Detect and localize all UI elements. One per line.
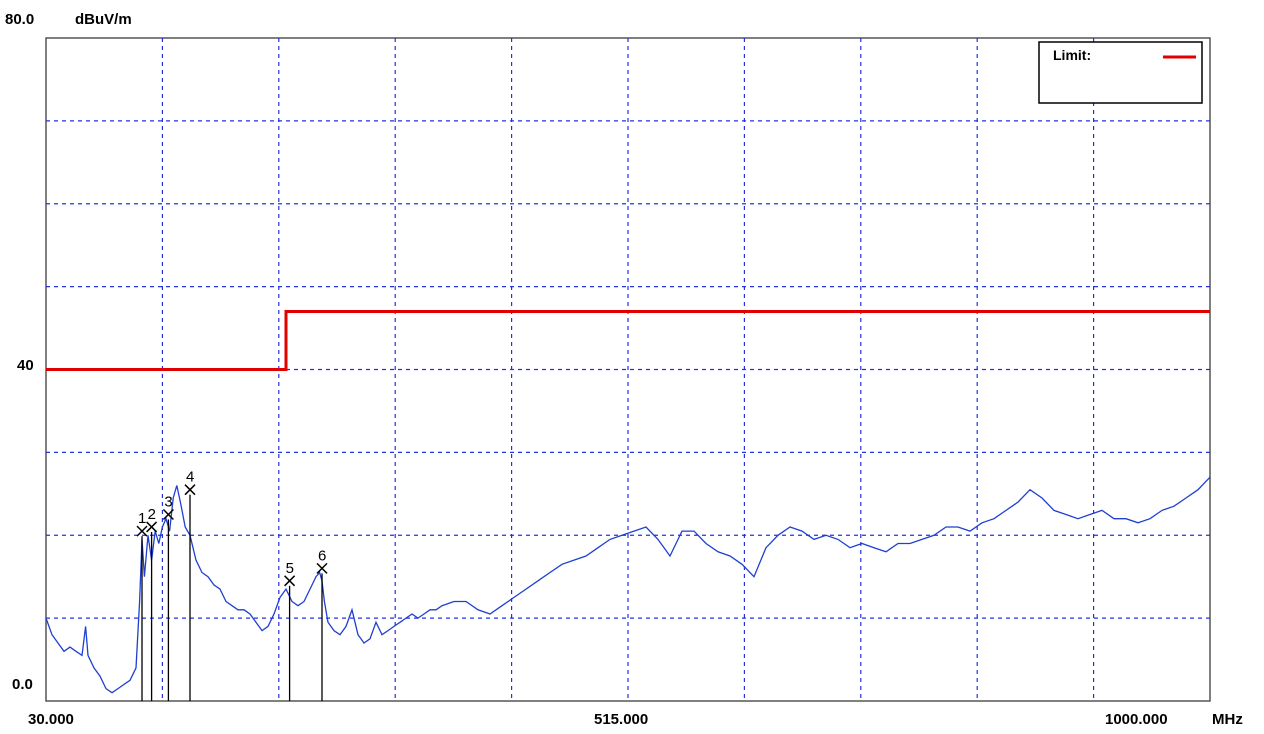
peak-marker-2: 2 [146,506,158,701]
marker-label: 2 [148,506,156,523]
marker-label: 3 [164,494,172,511]
legend-limit-label: Limit: [1053,47,1091,63]
marker-cross [184,484,196,496]
marker-label: 4 [186,469,194,486]
peak-marker-3: 3 [162,494,174,701]
x-start-tick-label: 30.000 [28,711,74,728]
limit-line-path [46,310,1210,371]
marker-cross [162,509,174,521]
peak-marker-6: 6 [316,547,328,701]
x-mid-tick-label: 515.000 [594,711,648,728]
peak-marker-1: 1 [136,510,148,701]
marker-label: 1 [138,510,146,527]
marker-cross [136,525,148,537]
x-unit-label: MHz [1212,711,1243,728]
y-top-tick-label: 80.0 [5,11,34,28]
marker-label: 6 [318,547,326,564]
marker-label: 5 [286,560,294,577]
measurement-trace [45,476,1211,694]
peak-marker-5: 5 [284,560,296,701]
marker-cross [284,575,296,587]
peak-marker-4: 4 [184,469,196,701]
x-end-tick-label: 1000.000 [1105,711,1168,728]
y-bottom-tick-label: 0.0 [12,676,33,693]
limit-line [46,310,1210,371]
legend-box [1038,41,1203,104]
legend: Limit: [1038,41,1203,104]
marker-cross [146,521,158,533]
trace-line [45,476,1211,694]
marker-cross [316,562,328,574]
peak-markers: 1 234 5 6 [136,469,328,701]
y-unit-label: dBuV/m [75,11,132,28]
y-mid-tick-label: 40 [17,357,34,374]
